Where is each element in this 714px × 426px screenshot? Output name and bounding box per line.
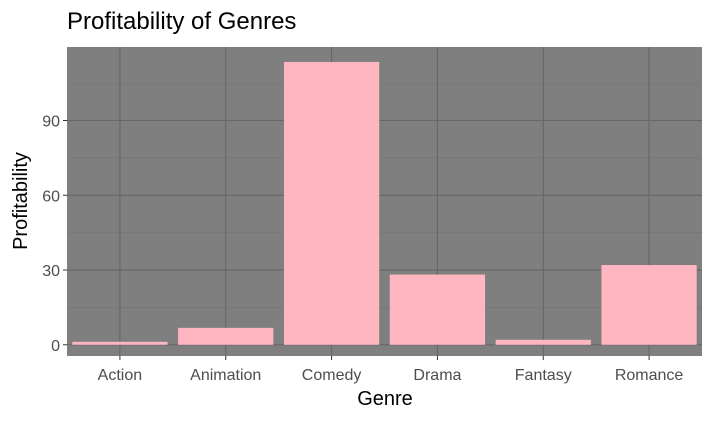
- bar-fantasy: [495, 339, 591, 345]
- x-tick-label: Romance: [615, 367, 684, 384]
- bar-animation: [178, 327, 274, 345]
- x-tick-label: Drama: [413, 367, 461, 384]
- x-axis-label: Genre: [357, 388, 413, 410]
- chart-title: Profitability of Genres: [67, 8, 296, 35]
- y-axis: 0 30 60 90: [42, 114, 67, 355]
- bar-action: [72, 341, 168, 345]
- x-tick-label: Action: [98, 367, 142, 384]
- y-axis-label: Profitability: [10, 152, 32, 250]
- x-tick-label: Fantasy: [515, 367, 572, 384]
- y-tick-label: 60: [42, 188, 60, 205]
- bar-comedy: [283, 61, 380, 345]
- bar-drama: [389, 274, 486, 345]
- plot-panel: [67, 47, 702, 356]
- bars: [72, 61, 697, 345]
- y-tick-label: 90: [42, 114, 60, 131]
- x-tick-label: Comedy: [302, 367, 362, 384]
- y-tick-label: 0: [51, 338, 60, 355]
- x-axis: Action Animation Comedy Drama Fantasy Romance: [98, 356, 684, 384]
- y-tick-label: 30: [42, 263, 60, 280]
- bar-romance: [601, 265, 697, 345]
- x-tick-label: Animation: [190, 367, 261, 384]
